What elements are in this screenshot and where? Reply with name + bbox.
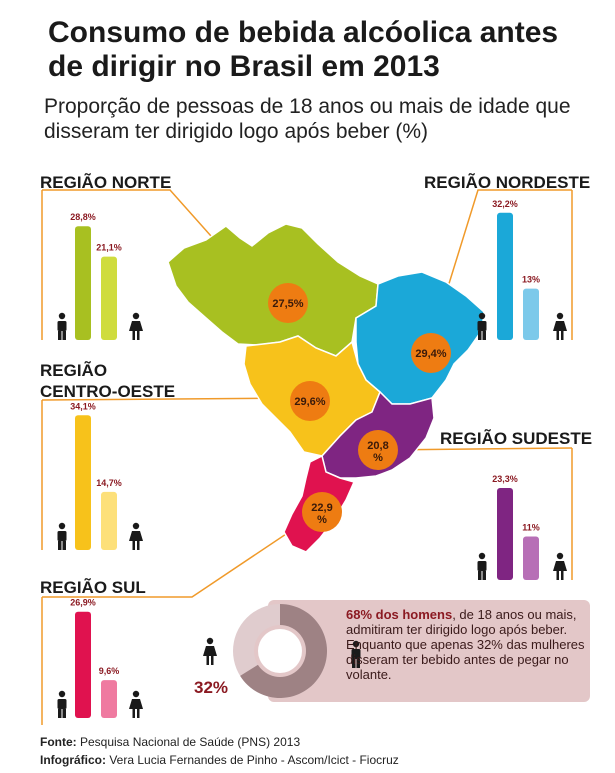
bar-sudeste-men (497, 487, 513, 580)
women-percent-label: 32% (194, 678, 229, 697)
bar-sul-women (101, 680, 117, 718)
footer-credit: Infográfico: Vera Lucia Fernandes de Pin… (40, 753, 399, 767)
badge-sul (302, 492, 342, 532)
woman-icon-norte (129, 312, 143, 340)
badge-unit-sul: % (317, 514, 327, 526)
footer-credit-value: Vera Lucia Fernandes de Pinho - Ascom/Ic… (106, 753, 399, 767)
bar-nordeste-women (523, 288, 539, 340)
badge-label-sul: 22,9 (311, 502, 332, 514)
woman-icon-sudeste (553, 552, 567, 580)
badge-label-nordeste: 29,4% (415, 348, 446, 360)
summary-text: 68% dos homens, de 18 anos ou mais, admi… (346, 607, 586, 682)
man-icon-sul (57, 690, 67, 718)
region-label-centro-oeste-2: CENTRO-OESTE (40, 382, 176, 401)
footer-credit-label: Infográfico: (40, 753, 106, 767)
man-icon-pie (351, 640, 361, 668)
man-icon-sudeste (477, 552, 487, 580)
pie-chart (233, 604, 328, 698)
bar-nordeste-men (497, 212, 513, 340)
badge-label-norte: 27,5% (272, 298, 303, 310)
man-icon-centro-oeste (57, 522, 67, 550)
badge-label-sudeste: 20,8 (367, 440, 388, 452)
woman-icon-pie (203, 637, 217, 665)
bar-norte-men (75, 226, 91, 340)
page-title: Consumo de bebida alcóolica antes de dir… (48, 16, 559, 83)
region-label-norte: REGIÃO NORTE (40, 173, 172, 192)
badge-norte (268, 283, 308, 323)
badge-nordeste (411, 333, 451, 373)
bar-label-centro-oeste-men: 34,1% (70, 401, 96, 411)
bar-centro-oeste-women (101, 491, 117, 550)
bar-sudeste-women (523, 536, 539, 580)
summary-body: , de 18 anos ou mais, admitiram ter diri… (346, 607, 585, 682)
man-icon-nordeste (477, 312, 487, 340)
woman-icon-nordeste (553, 312, 567, 340)
bar-sul-men (75, 611, 91, 718)
bar-label-sudeste-women: 11% (522, 523, 540, 533)
bar-label-sul-men: 26,9% (70, 598, 96, 608)
region-label-nordeste: REGIÃO NORDESTE (424, 173, 591, 192)
bar-label-nordeste-men: 32,2% (492, 199, 518, 209)
man-icon-norte (57, 312, 67, 340)
footer-source-label: Fonte: (40, 735, 77, 749)
badge-unit-sudeste: % (373, 452, 383, 464)
badge-centro-oeste (290, 381, 330, 421)
footer-source: Fonte: Pesquisa Nacional de Saúde (PNS) … (40, 735, 300, 749)
page-subtitle: Proporção de pessoas de 18 anos ou mais … (44, 95, 571, 143)
bar-label-norte-women: 21,1% (96, 243, 122, 253)
woman-icon-centro-oeste (129, 522, 143, 550)
badge-sudeste (358, 430, 398, 470)
region-label-sudeste: REGIÃO SUDESTE (440, 429, 593, 448)
bar-label-sul-women: 9,6% (99, 666, 120, 676)
woman-icon-sul (129, 690, 143, 718)
bar-label-sudeste-men: 23,3% (492, 474, 518, 484)
badge-label-centro-oeste: 29,6% (294, 396, 325, 408)
bar-label-centro-oeste-women: 14,7% (96, 478, 122, 488)
bar-norte-women (101, 256, 117, 340)
footer-source-value: Pesquisa Nacional de Saúde (PNS) 2013 (76, 735, 301, 749)
bar-label-norte-men: 28,8% (70, 212, 96, 222)
bar-label-nordeste-women: 13% (522, 275, 540, 285)
region-label-sul: REGIÃO SUL (40, 578, 146, 597)
bar-centro-oeste-men (75, 415, 91, 550)
region-label-centro-oeste-1: REGIÃO (40, 361, 108, 380)
summary-highlight: 68% dos homens (346, 607, 453, 622)
